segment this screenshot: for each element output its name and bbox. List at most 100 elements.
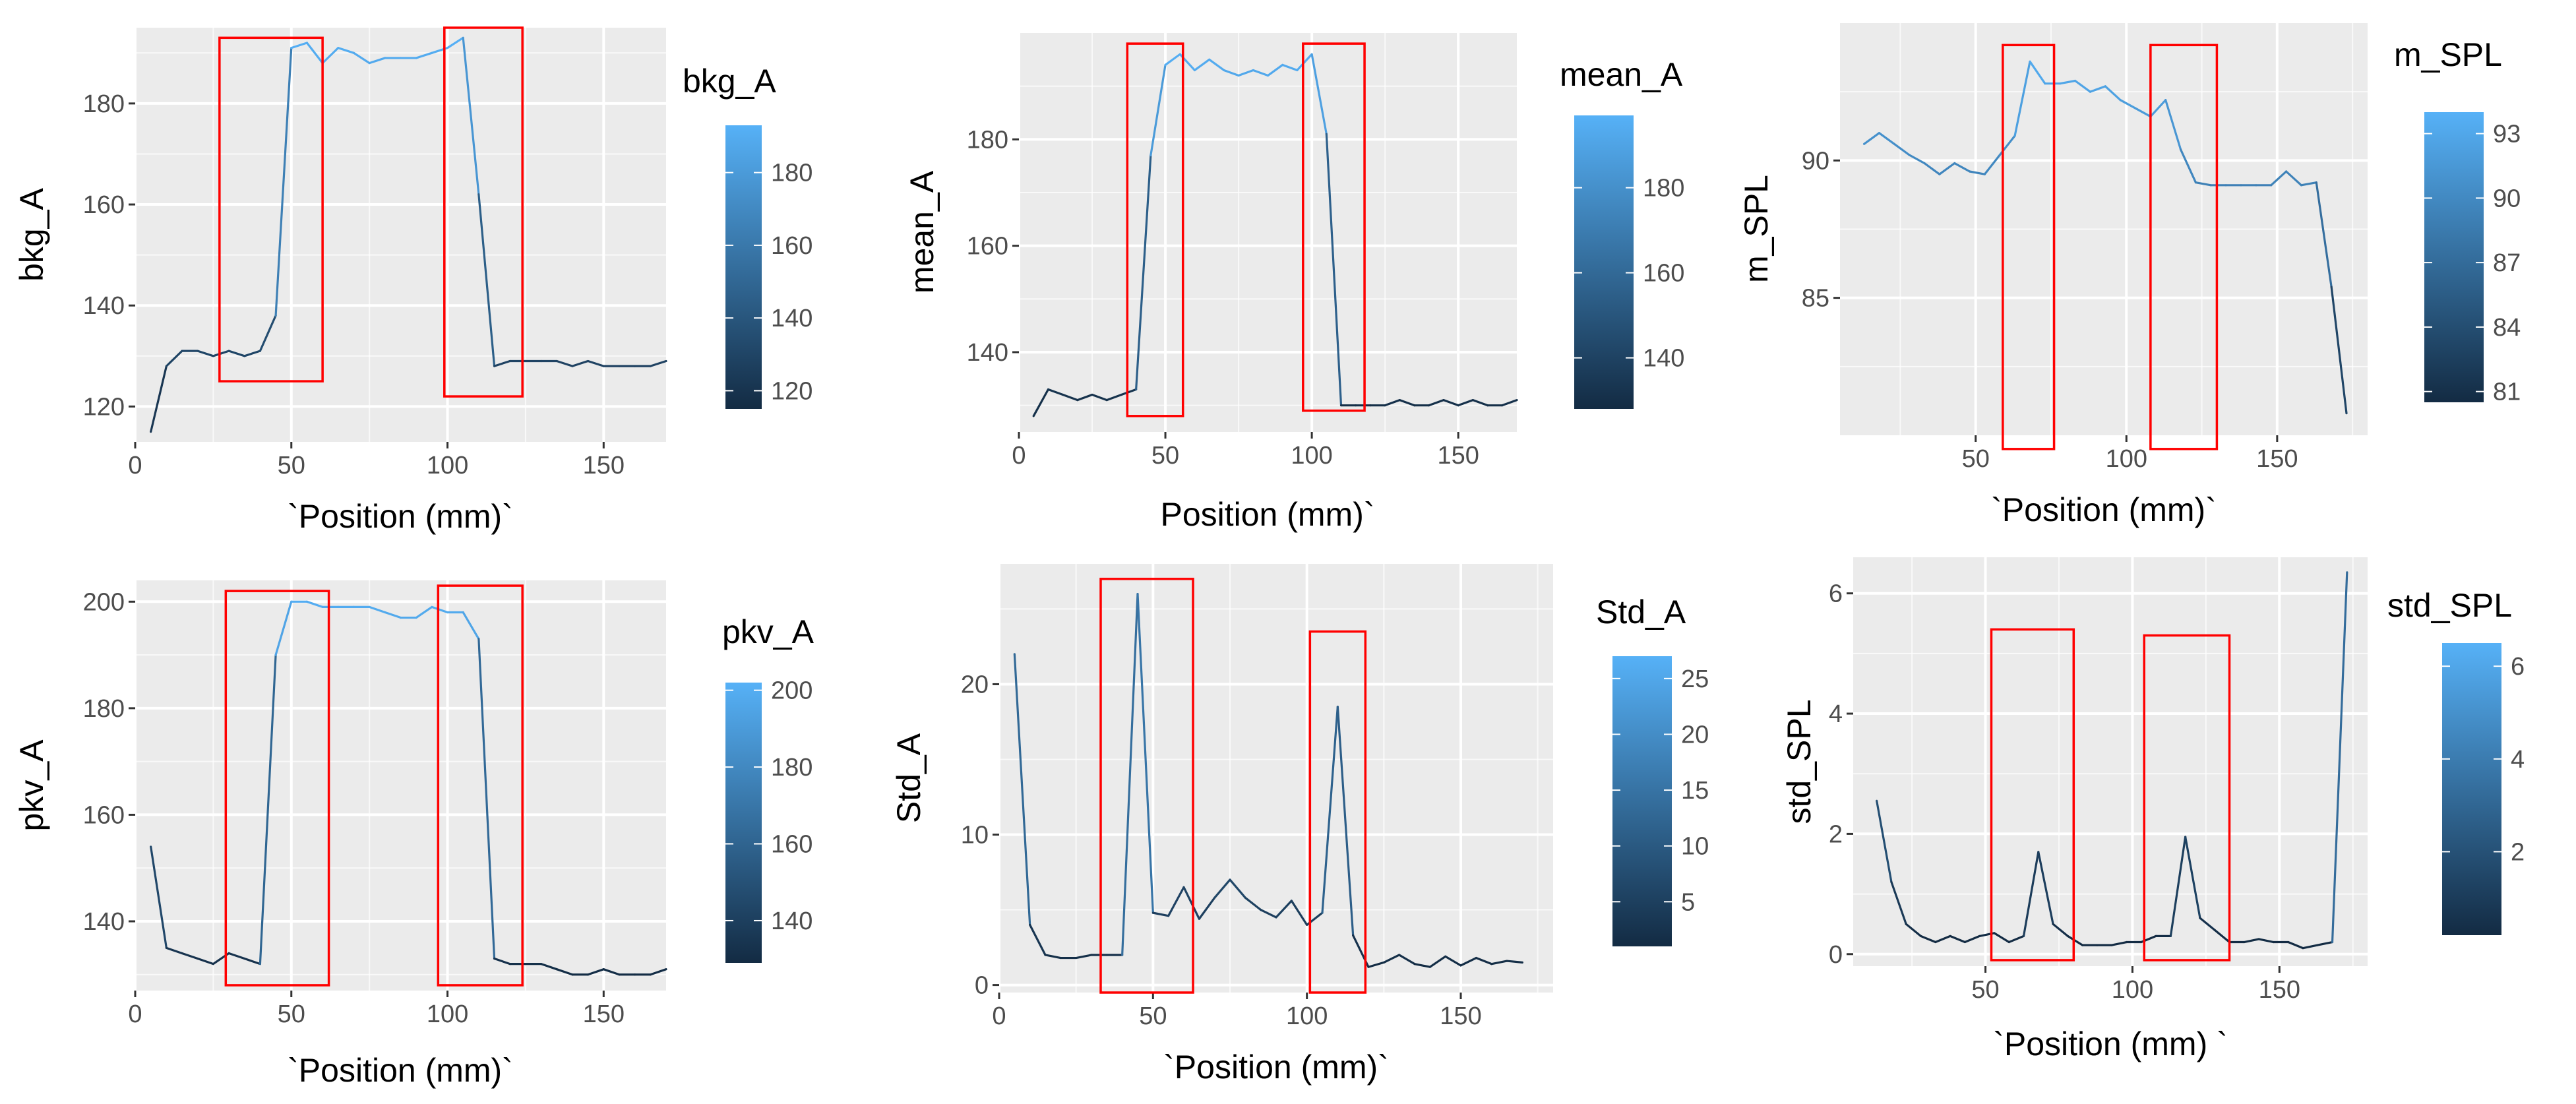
legend-tick-label: 160 bbox=[771, 232, 813, 260]
series-line-segment bbox=[2164, 99, 2182, 151]
series-line-segment bbox=[337, 47, 355, 54]
series-line-segment bbox=[305, 600, 324, 608]
series-line-segment bbox=[1983, 154, 2001, 175]
legend-title: bkg_A bbox=[683, 63, 776, 100]
y-axis-title: pkv_A bbox=[13, 739, 50, 832]
series-line-segment bbox=[1908, 154, 1926, 165]
series-line-segment bbox=[1367, 961, 1385, 968]
x-axis-title: `Position (mm)` bbox=[288, 498, 513, 535]
y-axis-title: Std_A bbox=[890, 733, 927, 823]
series-line-segment bbox=[1223, 69, 1240, 77]
series-line-segment bbox=[1963, 935, 1981, 944]
series-line-segment bbox=[446, 36, 464, 49]
series-line-segment bbox=[1382, 954, 1401, 964]
series-line-segment bbox=[1182, 886, 1200, 920]
series-line-segment bbox=[2104, 85, 2122, 102]
series-line-segment bbox=[1459, 956, 1477, 967]
series-line-segment bbox=[2149, 99, 2167, 118]
series-line-segment bbox=[1428, 398, 1445, 407]
series-line-segment bbox=[1428, 955, 1447, 968]
x-tick-label: 50 bbox=[1971, 976, 1999, 1004]
x-axis-title: `Position (mm) ` bbox=[1993, 1026, 2228, 1062]
legend-tick-label: 140 bbox=[771, 907, 813, 935]
series-line-segment bbox=[1310, 53, 1328, 135]
series-line-segment bbox=[539, 963, 558, 971]
series-line-segment bbox=[1442, 398, 1459, 407]
legend-colorbar bbox=[1612, 656, 1672, 946]
legend-tick-label: 10 bbox=[1681, 833, 1709, 861]
y-tick-label: 2 bbox=[1829, 820, 1843, 848]
series-line-segment bbox=[2013, 60, 2031, 137]
series-line-segment bbox=[1862, 132, 1881, 145]
series-line-segment bbox=[602, 968, 621, 976]
series-line-segment bbox=[243, 957, 262, 966]
series-line-segment bbox=[2022, 851, 2040, 938]
series-line-segment bbox=[1281, 63, 1299, 72]
legend-colorbar bbox=[725, 683, 762, 963]
series-line-segment bbox=[1032, 388, 1050, 417]
series-line-segment bbox=[259, 314, 277, 352]
series-line-segment bbox=[274, 600, 293, 656]
series-line-segment bbox=[1457, 398, 1474, 407]
series-line-segment bbox=[2315, 181, 2333, 288]
series-line-segment bbox=[2194, 181, 2212, 187]
plot-panel bbox=[1019, 33, 1517, 432]
series-line-segment bbox=[2066, 935, 2084, 946]
series-line-segment bbox=[1890, 880, 1907, 925]
series-line-segment bbox=[243, 350, 262, 357]
legend-tick-label: 2 bbox=[2511, 838, 2525, 866]
series-line-segment bbox=[2179, 148, 2197, 184]
series-line-segment bbox=[649, 968, 667, 976]
x-tick-label: 50 bbox=[278, 1000, 305, 1028]
highlight-box-2 bbox=[2143, 634, 2231, 962]
x-tick-label: 150 bbox=[2259, 976, 2300, 1004]
series-line-segment bbox=[212, 350, 230, 357]
legend-tick-label: 81 bbox=[2493, 379, 2521, 406]
series-line-segment bbox=[1151, 911, 1170, 917]
y-axis-title: bkg_A bbox=[13, 187, 50, 281]
series-line-segment bbox=[1444, 955, 1462, 967]
legend-title: std_SPL bbox=[2387, 587, 2512, 624]
plot-panel bbox=[1853, 557, 2368, 966]
series-line-segment bbox=[2316, 940, 2334, 946]
series-line-segment bbox=[2300, 181, 2317, 187]
series-line-segment bbox=[2243, 938, 2260, 944]
series-line-segment bbox=[1075, 954, 1093, 960]
highlight-box-2 bbox=[443, 26, 524, 398]
legend-title: Std_A bbox=[1596, 594, 1686, 630]
series-line-segment bbox=[555, 968, 574, 976]
series-line-segment bbox=[1919, 935, 1937, 944]
series-line-segment bbox=[1275, 900, 1293, 919]
series-line-segment bbox=[2184, 836, 2201, 919]
legend-title: mean_A bbox=[1560, 56, 1683, 93]
legend-colorbar bbox=[1574, 115, 1634, 409]
legend-tick-label: 93 bbox=[2493, 121, 2521, 148]
series-line-segment bbox=[1923, 162, 1941, 175]
series-line-segment bbox=[1893, 142, 1911, 156]
series-line-segment bbox=[1062, 393, 1079, 402]
legend-tick-label: 25 bbox=[1681, 665, 1709, 693]
highlight-box-2 bbox=[437, 584, 524, 987]
series-line-segment bbox=[1013, 653, 1031, 926]
legend-tick-label: 140 bbox=[771, 305, 813, 332]
x-tick-label: 100 bbox=[1286, 1002, 1328, 1030]
x-tick-label: 150 bbox=[1440, 1002, 1481, 1030]
series-line-segment bbox=[1135, 154, 1152, 391]
series-line-segment bbox=[493, 957, 511, 966]
series-line-segment bbox=[1325, 133, 1343, 407]
y-axis-title: m_SPL bbox=[1738, 175, 1775, 283]
x-tick-label: 0 bbox=[992, 1002, 1006, 1030]
highlight-box-1 bbox=[224, 590, 330, 987]
series-line-segment bbox=[1252, 69, 1270, 77]
series-line-segment bbox=[1384, 398, 1401, 407]
legend-colorbar bbox=[2424, 112, 2484, 402]
series-line-segment bbox=[2199, 917, 2216, 931]
highlight-box-1 bbox=[2002, 44, 2056, 450]
series-line-segment bbox=[368, 605, 386, 614]
series-line-segment bbox=[2331, 571, 2348, 944]
series-line-segment bbox=[1506, 960, 1523, 964]
series-line-segment bbox=[1876, 799, 1893, 883]
legend-title: pkv_A bbox=[722, 613, 814, 650]
y-tick-label: 6 bbox=[1829, 580, 1843, 608]
series-line-segment bbox=[181, 952, 199, 960]
